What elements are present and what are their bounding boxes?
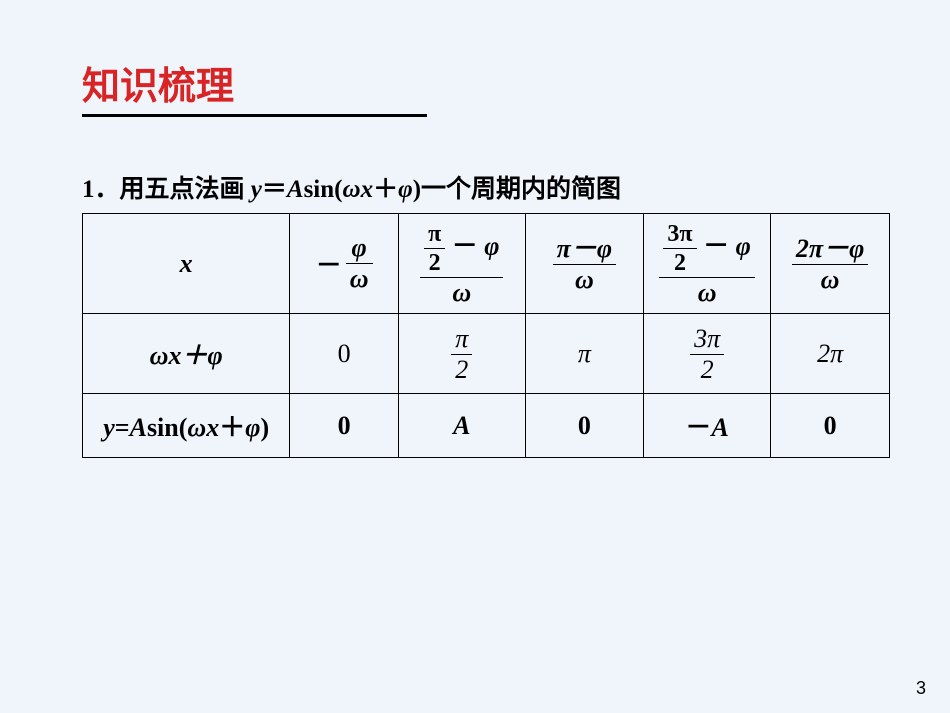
table-cell: x xyxy=(83,214,290,314)
subtitle-eq: ＝ xyxy=(262,176,287,203)
slide-subtitle: 1．用五点法画 y＝Asin(ωx＋φ)一个周期内的简图 xyxy=(82,169,880,205)
subtitle-A: A xyxy=(287,176,304,203)
table-cell: 0 xyxy=(771,394,890,458)
table-cell: 2π－φω xyxy=(771,214,890,314)
table-cell: 3π2 － φω xyxy=(644,214,771,314)
table-cell: －φω xyxy=(290,214,399,314)
table-cell: 2π xyxy=(771,314,890,394)
table-cell: 0 xyxy=(290,314,399,394)
subtitle-sin: sin( xyxy=(304,176,343,203)
page-number: 3 xyxy=(916,678,926,699)
table-cell: π xyxy=(525,314,643,394)
table-cell: 0 xyxy=(290,394,399,458)
table-cell: y=Asin(ωx＋φ) xyxy=(83,394,290,458)
subtitle-y: y xyxy=(251,176,262,203)
title-underline xyxy=(82,114,427,117)
table-cell: π2 － φω xyxy=(398,214,525,314)
table-cell: 0 xyxy=(525,394,643,458)
subtitle-plus: ＋ xyxy=(373,176,398,203)
table-row: ωx＋φ0π2π3π22π xyxy=(83,314,890,394)
subtitle-suffix: 一个周期内的简图 xyxy=(421,176,621,203)
subtitle-prefix: 1．用五点法画 xyxy=(82,176,251,203)
five-point-table: x－φωπ2 － φωπ－φω3π2 － φω2π－φωωx＋φ0π2π3π22… xyxy=(82,213,890,458)
table-cell: ωx＋φ xyxy=(83,314,290,394)
subtitle-omega: ω xyxy=(342,176,360,203)
table-cell: －A xyxy=(644,394,771,458)
slide-title: 知识梳理 xyxy=(82,55,880,110)
subtitle-phi: φ xyxy=(398,176,413,203)
table-cell: π－φω xyxy=(525,214,643,314)
table-cell: 3π2 xyxy=(644,314,771,394)
table-row: x－φωπ2 － φωπ－φω3π2 － φω2π－φω xyxy=(83,214,890,314)
subtitle-x: x xyxy=(361,176,374,203)
subtitle-close: ) xyxy=(413,176,421,203)
table-cell: A xyxy=(398,394,525,458)
table-row: y=Asin(ωx＋φ)0A0－A0 xyxy=(83,394,890,458)
table-cell: π2 xyxy=(398,314,525,394)
